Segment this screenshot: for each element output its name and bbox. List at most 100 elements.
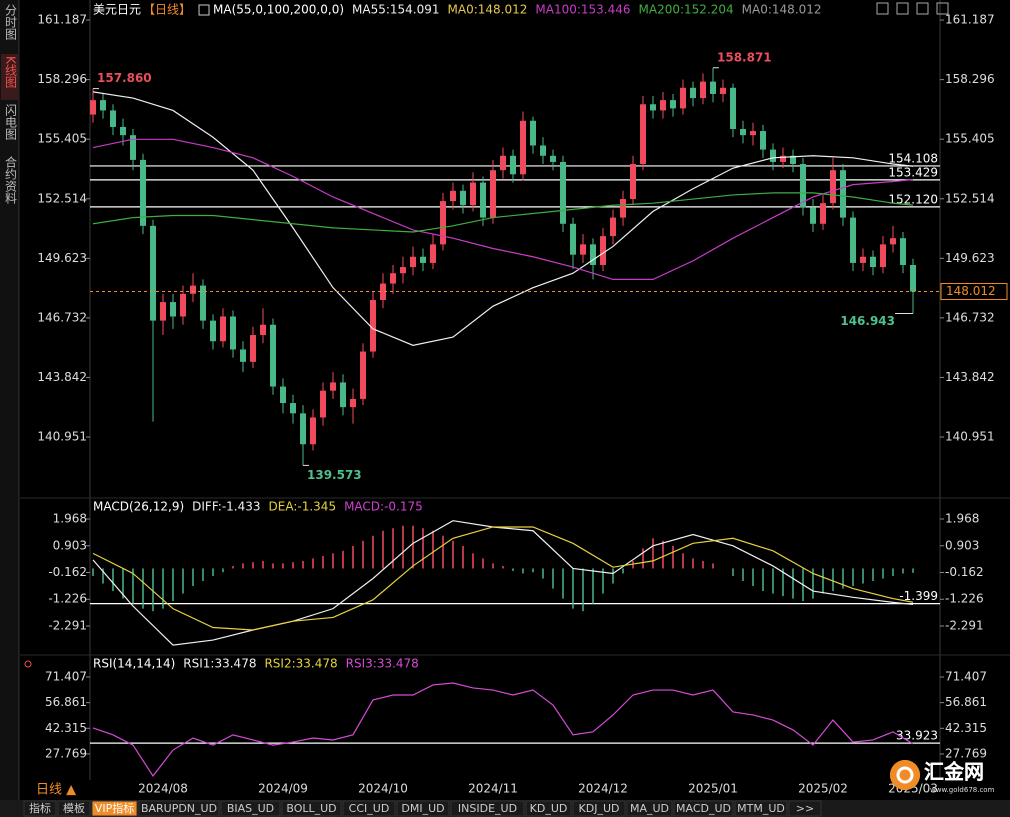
candle-body (560, 161, 566, 224)
tool-icon[interactable] (896, 2, 909, 15)
tab-label[interactable]: DMI_UD (401, 802, 444, 815)
reference-label: 154.108 (888, 151, 938, 165)
candle-body (370, 300, 376, 352)
logo-name: 汇金网 (924, 760, 984, 784)
tab-label[interactable]: INSIDE_UD (458, 802, 517, 815)
sidebar-tab[interactable]: 合约资料 (4, 155, 18, 204)
y-tick-label: 56.861 (945, 695, 987, 709)
period-switch[interactable]: 日线 ▲ (36, 783, 76, 798)
x-tick-label: 2024/08 (138, 782, 188, 796)
candle-body (410, 256, 416, 268)
chart-title: 美元日元 (93, 3, 141, 17)
tab-label[interactable]: >> (796, 802, 814, 815)
tab[interactable] (525, 800, 572, 817)
tab-label[interactable]: BARUPDN_UD (141, 802, 217, 815)
tab[interactable] (220, 800, 281, 817)
tool-icon[interactable] (916, 2, 929, 15)
y-tick-label: 161.187 (37, 13, 87, 27)
candle-body (510, 155, 516, 175)
candle-body (270, 324, 276, 387)
tab-label[interactable]: 模板 (63, 801, 85, 815)
tab[interactable] (342, 800, 396, 817)
candle-body (910, 264, 916, 292)
line-series (92, 138, 914, 281)
sidebar-tab[interactable]: 分时图 (4, 4, 18, 40)
tab[interactable] (396, 800, 450, 817)
candle-body (800, 164, 806, 208)
extreme-label: 157.860 (97, 71, 152, 85)
y-tick-label: 71.407 (45, 670, 87, 684)
x-tick-label: 2024/10 (358, 782, 408, 796)
candle-body (730, 87, 736, 129)
tab-label[interactable]: MTM_UD (737, 802, 785, 815)
chart-title: MACD(26,12,9) (93, 500, 184, 514)
candle-body (300, 413, 306, 445)
tab-label[interactable]: 指标 (29, 801, 51, 815)
candle-body (840, 170, 846, 218)
y-tick-label: 1.968 (53, 511, 87, 525)
tab-label[interactable]: BOLL_UD (286, 802, 336, 815)
candle-body (210, 320, 216, 342)
tab[interactable] (450, 800, 525, 817)
tab[interactable] (572, 800, 626, 817)
candle-body (110, 110, 116, 127)
tab-label[interactable]: KDJ_UD (579, 802, 620, 815)
y-tick-label: 155.405 (37, 132, 87, 146)
tab[interactable] (91, 800, 138, 817)
candle-body (580, 244, 586, 255)
candle-body (200, 285, 206, 321)
candle-body (350, 398, 356, 408)
y-tick-label: 0.903 (53, 538, 87, 552)
tab[interactable] (23, 800, 57, 817)
tab[interactable] (138, 800, 220, 817)
last-price-tag (940, 283, 1008, 301)
tool-icon[interactable] (876, 2, 889, 15)
candle-body (130, 135, 136, 160)
candle-body (90, 100, 96, 115)
y-tick-label: 152.514 (37, 191, 87, 205)
candle-body (600, 236, 606, 265)
y-tick-label: -1.226 (945, 592, 984, 606)
y-tick-label: 27.769 (45, 746, 87, 760)
candle-body (440, 201, 446, 245)
y-tick-label: -1.226 (48, 592, 87, 606)
candle-body (630, 164, 636, 200)
candle-body (320, 390, 326, 418)
x-tick-label: 2025/01 (688, 782, 738, 796)
candle-body (860, 256, 866, 263)
candle-body (260, 324, 266, 336)
candle-body (400, 267, 406, 274)
extreme-label: 158.871 (717, 50, 772, 64)
x-tick-label: 2024/09 (258, 782, 308, 796)
tab[interactable] (734, 800, 788, 817)
tool-icon[interactable] (936, 2, 949, 15)
candle-body (660, 100, 666, 111)
tab[interactable] (788, 800, 822, 817)
candle-body (780, 155, 786, 162)
tab[interactable] (281, 800, 342, 817)
tab-label[interactable]: BIAS_UD (227, 802, 274, 815)
tab-label[interactable]: KD_UD (530, 802, 568, 815)
indicator-icon[interactable] (198, 4, 210, 16)
candle-body (870, 256, 876, 268)
y-tick-label: 0.903 (945, 538, 979, 552)
tab-label[interactable]: CCI_UD (349, 802, 390, 815)
period-label: 【日线】 (143, 3, 191, 17)
candle-body (810, 207, 816, 224)
tab-label[interactable]: MACD_UD (676, 802, 731, 815)
candle-body (530, 120, 536, 146)
candle-body (830, 170, 836, 204)
tab-label[interactable]: MA_UD (630, 802, 669, 815)
candle-body (590, 244, 596, 265)
logo-icon (890, 760, 920, 790)
tab[interactable] (626, 800, 673, 817)
tab-label[interactable]: VIP指标 (95, 801, 134, 815)
sidebar-tab[interactable]: K线图 (4, 56, 18, 88)
y-tick-label: 42.315 (945, 721, 987, 735)
tab[interactable] (57, 800, 91, 817)
sidebar-tab[interactable]: 闪电图 (4, 104, 18, 140)
candle-body (570, 223, 576, 255)
candle-body (230, 316, 236, 350)
tab[interactable] (673, 800, 734, 817)
